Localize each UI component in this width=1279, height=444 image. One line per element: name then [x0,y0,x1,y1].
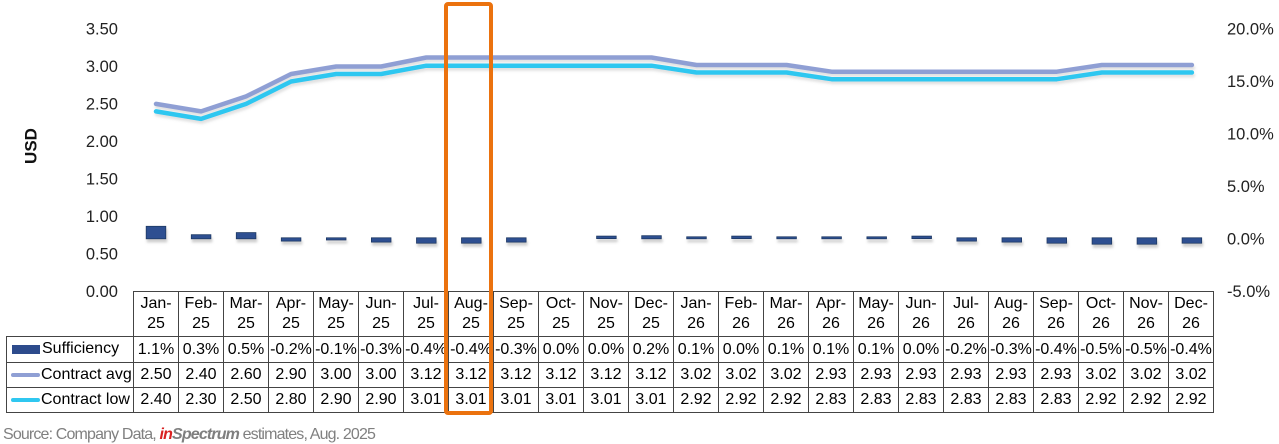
svg-text:5.0%: 5.0% [1227,178,1265,196]
svg-text:3.50: 3.50 [86,21,118,39]
svg-text:15.0%: 15.0% [1227,73,1274,91]
svg-text:0.00: 0.00 [86,283,118,301]
svg-text:3.00: 3.00 [86,58,118,76]
svg-text:0.0%: 0.0% [1227,231,1265,249]
svg-text:0.50: 0.50 [86,246,118,264]
svg-text:1.50: 1.50 [86,171,118,189]
svg-text:20.0%: 20.0% [1227,21,1274,39]
svg-text:-5.0%: -5.0% [1227,283,1270,301]
svg-text:2.50: 2.50 [86,96,118,114]
svg-text:USD: USD [22,128,41,164]
svg-text:10.0%: 10.0% [1227,126,1274,144]
svg-text:1.00: 1.00 [86,208,118,226]
svg-text:2.00: 2.00 [86,133,118,151]
